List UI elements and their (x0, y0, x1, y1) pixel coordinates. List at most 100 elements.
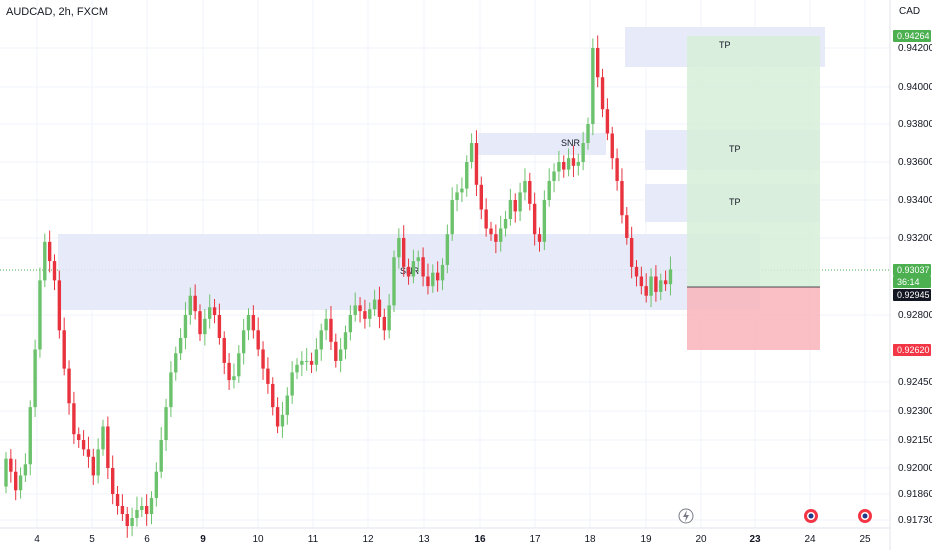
price-badges: 0.94264 0.93037 36:14 0.92945 0.92620 (893, 30, 931, 356)
price-tick-label: 0.93200 (898, 233, 932, 244)
price-tick-label: 0.93600 (898, 157, 932, 168)
candle-body (72, 403, 76, 435)
candle-body (406, 266, 411, 277)
candle-body (135, 510, 139, 518)
time-tick-label: 4 (34, 534, 40, 545)
candle-body (305, 360, 309, 362)
candle-body (101, 426, 105, 450)
candle-body (552, 171, 556, 181)
price-badge (893, 276, 931, 288)
price-tick-label: 0.94000 (898, 82, 932, 93)
price-badge-label: 0.92620 (897, 345, 930, 355)
candle-body (290, 372, 294, 396)
price-tick-label: 0.93400 (898, 195, 932, 206)
candle-body (62, 330, 66, 369)
candle-body (140, 506, 144, 510)
candle-body (610, 133, 614, 159)
candle-body (411, 261, 416, 277)
price-badge (893, 344, 931, 356)
candle-body (363, 311, 367, 319)
price-tick-label: 0.92300 (898, 406, 932, 417)
candle-body (659, 280, 663, 292)
candle-body (489, 228, 493, 235)
candle-body (547, 181, 551, 200)
candle-body (271, 383, 275, 408)
price-tick-label: 0.93800 (898, 119, 932, 130)
tp-label: TP (729, 144, 741, 154)
candle-body (402, 238, 406, 267)
candle-body (188, 295, 192, 315)
snr-label: SNR (561, 138, 581, 148)
candle-body (33, 349, 37, 408)
candle-body (232, 376, 236, 381)
candle-body (377, 299, 382, 317)
price-badge (893, 30, 931, 42)
candle-body (295, 364, 299, 373)
candle-body (300, 360, 304, 365)
candle-body (314, 349, 319, 365)
candle-body (368, 309, 372, 319)
candle-body (154, 471, 159, 498)
take-profit-area[interactable] (687, 36, 820, 287)
candle-body (43, 241, 47, 281)
price-tick-label: 0.92800 (898, 310, 932, 321)
candle-body (159, 440, 163, 472)
candle-body (251, 315, 256, 331)
candle-body (523, 181, 527, 193)
candle-body (285, 395, 289, 415)
candle-body (77, 434, 81, 440)
price-badge-label: 0.94264 (897, 31, 930, 41)
candle-body (125, 514, 129, 526)
candle-body (241, 330, 246, 354)
candle-body (591, 48, 595, 124)
candle-body (227, 362, 231, 381)
candle-body (537, 234, 542, 242)
candle-body (183, 315, 188, 338)
candle-body (81, 440, 86, 450)
symbol-title[interactable]: AUDCAD, 2h, FXCM (6, 6, 109, 18)
time-tick-label: 13 (418, 534, 430, 545)
candle-body (246, 315, 251, 331)
long-position-tool[interactable]: TP TP TP (687, 36, 820, 350)
candle-body (532, 203, 537, 235)
time-tick-label: 17 (529, 534, 541, 545)
time-tick-label: 23 (749, 534, 761, 545)
candle-body (571, 158, 576, 166)
candle-body (596, 48, 600, 78)
candle-body (275, 407, 280, 427)
currency-label: CAD (899, 6, 921, 17)
candle-body (528, 181, 532, 204)
candle-body (222, 337, 226, 363)
candle-body (280, 414, 285, 427)
candle-body (178, 337, 183, 354)
candle-body (557, 162, 561, 172)
candle-body (581, 143, 585, 162)
candle-body (513, 200, 517, 212)
candle-body (503, 219, 508, 229)
price-tick-label: 0.94200 (898, 43, 932, 54)
candle-body (566, 158, 571, 170)
candle-body (57, 280, 62, 331)
candle-body (198, 311, 202, 335)
event-icons[interactable] (678, 508, 872, 524)
candle-body (518, 192, 522, 212)
candle-body (334, 341, 338, 361)
candle-body (149, 498, 154, 514)
price-tick-label: 0.92150 (898, 435, 932, 446)
candle-body (120, 506, 125, 514)
price-tick-label: 0.91860 (898, 489, 932, 500)
time-tick-label: 25 (859, 534, 871, 545)
candle-body (479, 184, 483, 210)
candle-body (542, 200, 547, 242)
candle-body (348, 315, 353, 333)
price-badge-label: 36:14 (897, 277, 920, 287)
candle-body (469, 143, 474, 162)
snr-zone[interactable] (478, 133, 606, 155)
candle-body (130, 518, 134, 526)
time-axis[interactable]: 4 5 6 9 10 11 12 13 16 17 18 19 20 23 24 25 (34, 534, 871, 545)
price-axis[interactable]: 0.94200 0.94000 0.93800 0.93600 0.93400 0.932… (898, 43, 932, 526)
stop-loss-area[interactable] (687, 287, 820, 350)
candle-body (416, 257, 420, 262)
candle-body (261, 349, 265, 369)
